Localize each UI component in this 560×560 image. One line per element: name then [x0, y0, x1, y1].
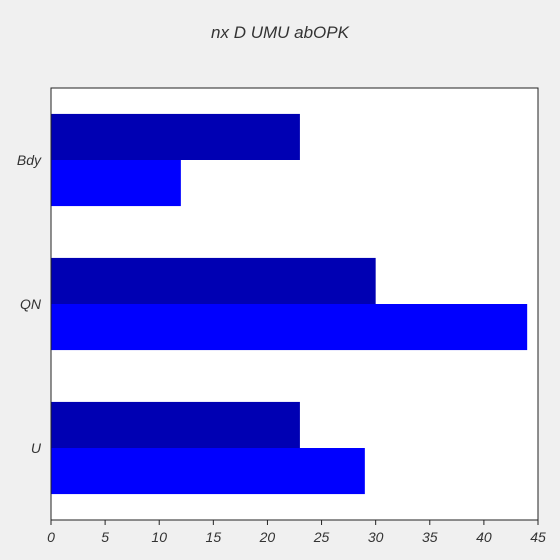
bar-qn-series-1: [51, 257, 376, 304]
bar-bdy-series-1: [51, 113, 300, 160]
bar-u-series-2: [51, 448, 365, 495]
x-tick-label: 5: [101, 529, 109, 545]
y-tick-label: U: [31, 440, 42, 456]
x-tick-label: 25: [313, 529, 330, 545]
y-tick-label: QN: [20, 296, 42, 312]
x-tick-label: 30: [368, 529, 384, 545]
x-tick-label: 10: [151, 529, 167, 545]
bar-bdy-series-2: [51, 160, 181, 207]
plot-frame: [50, 87, 539, 521]
x-tick-label: 15: [206, 529, 222, 545]
y-tick-label: Bdy: [17, 152, 42, 168]
chart-title: nx D UMU abOPK: [211, 23, 349, 42]
x-tick-label: 0: [47, 529, 55, 545]
x-tick-label: 40: [476, 529, 492, 545]
x-tick-label: 45: [530, 529, 546, 545]
x-tick-label: 35: [422, 529, 438, 545]
bar-u-series-1: [51, 401, 300, 448]
x-tick-label: 20: [259, 529, 276, 545]
bar-qn-series-2: [51, 304, 528, 351]
